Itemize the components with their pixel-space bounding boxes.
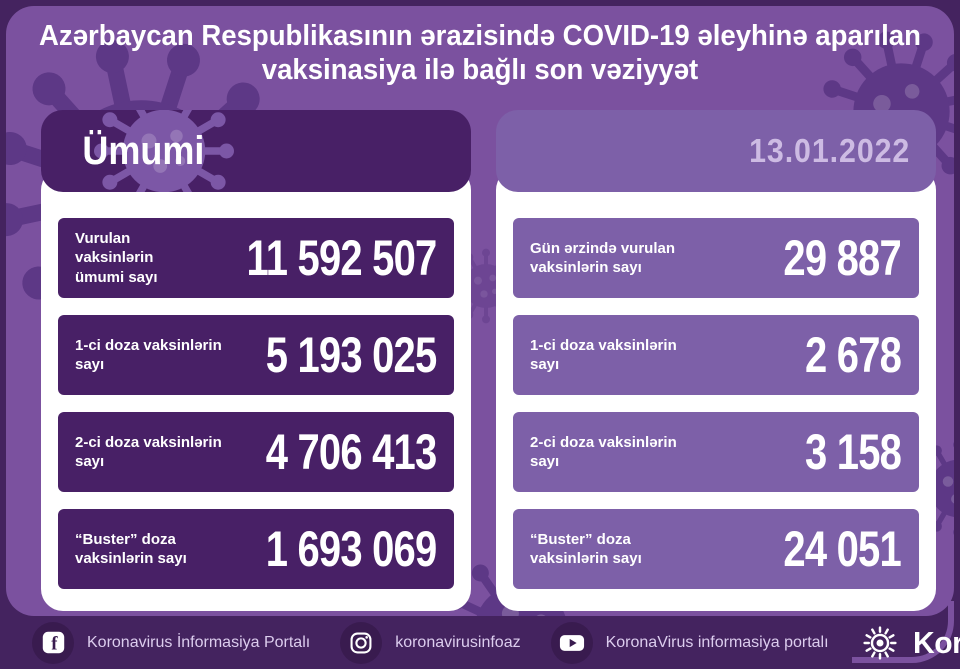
page-title-line1: Azərbaycan Respublikasının ərazisində CO… [39,20,921,52]
stat-row-second-dose-daily: 2-ci doza vaksinlərin sayı 3 158 [513,412,919,492]
stat-row-first-dose-daily: 1-ci doza vaksinlərin sayı 2 678 [513,315,919,395]
youtube-link[interactable]: KoronaVirus informasiya portalı [550,621,829,664]
stat-value: 11 592 507 [246,230,437,286]
stat-label: 2-ci doza vaksinlərin sayı [530,433,677,471]
totals-panel-body: Vurulan vaksinlərin ümumi sayı 11 592 50… [41,168,471,611]
page-title-line2: vaksinasiya ilə bağlı son vəziyyət [261,54,699,87]
daily-panel: 13.01.2022 Gün ərzində vurulan vaksinlər… [496,110,936,611]
stat-label: 2-ci doza vaksinlərin sayı [75,433,222,471]
facebook-icon: f [32,621,74,664]
stat-value: 5 193 025 [265,327,437,383]
stat-row-total-vaccines: Vurulan vaksinlərin ümumi sayı 11 592 50… [58,218,454,298]
stat-row-booster-dose-total: “Buster” doza vaksinlərin sayı 1 693 069 [58,509,454,589]
youtube-icon [550,621,593,664]
stat-label: 1-ci doza vaksinlərin sayı [530,336,677,374]
page-title: Azərbaycan Respublikasının ərazisində CO… [30,19,931,87]
stat-row-second-dose-total: 2-ci doza vaksinlərin sayı 4 706 413 [58,412,454,492]
stat-row-first-dose-total: 1-ci doza vaksinlərin sayı 5 193 025 [58,315,454,395]
stat-value: 4 706 413 [265,424,437,480]
stat-value: 29 887 [783,230,901,286]
stat-row-daily-vaccines: Gün ərzində vurulan vaksinlərin sayı 29 … [513,218,919,298]
koronavirus-logo-icon [859,622,901,664]
totals-panel: Ümumi Vurulan vaksinlərin ümumi sayı 11 … [41,110,471,611]
stat-label: “Buster” doza vaksinlərin sayı [75,530,187,568]
daily-panel-body: Gün ərzində vurulan vaksinlərin sayı 29 … [496,168,936,611]
footer: f Koronavirus İnformasiya Portalı korona… [0,616,960,669]
instagram-label: koronavirusinfoaz [395,633,521,651]
stat-value: 2 678 [804,327,902,383]
svg-text:f: f [51,634,58,655]
stat-value: 3 158 [804,424,902,480]
totals-panel-header: Ümumi [41,110,471,192]
stat-value: 1 693 069 [265,521,437,577]
stat-value: 24 051 [783,521,901,577]
stat-label: Gün ərzində vurulan vaksinlərin sayı [530,239,676,277]
youtube-label: KoronaVirus informasiya portalı [605,633,829,651]
instagram-link[interactable]: koronavirusinfoaz [340,621,521,664]
facebook-label: Koronavirus İnformasiya Portalı [87,633,311,651]
stat-label: 1-ci doza vaksinlərin sayı [75,336,222,374]
main-background: Azərbaycan Respublikasının ərazisində CO… [6,6,954,616]
totals-panel-title: Ümumi [82,129,205,173]
brand-name: KoronaVirus [912,624,960,660]
stat-label: Vurulan vaksinlərin ümumi sayı [75,229,158,286]
stat-label: “Buster” doza vaksinlərin sayı [530,530,642,568]
corner-accent [852,601,954,663]
instagram-icon [340,621,383,664]
facebook-link[interactable]: f Koronavirus İnformasiya Portalı [32,621,311,664]
daily-panel-header: 13.01.2022 [496,110,936,192]
stat-row-booster-dose-daily: “Buster” doza vaksinlərin sayı 24 051 [513,509,919,589]
report-date: 13.01.2022 [749,132,911,169]
